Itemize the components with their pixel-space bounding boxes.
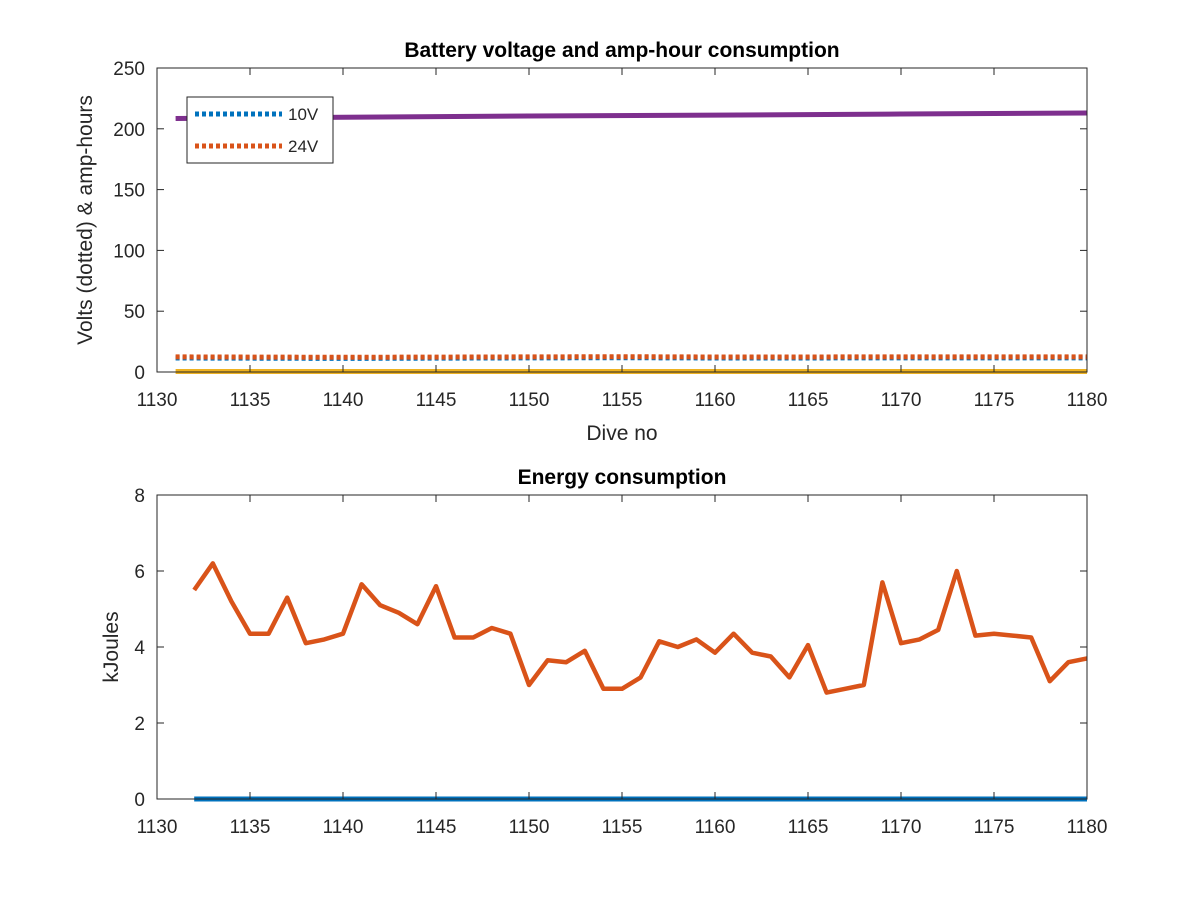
energy-x-tick-label: 1170 [881, 817, 922, 838]
battery-x-tick-label: 1170 [881, 390, 922, 411]
battery-x-tick-label: 1140 [323, 390, 364, 411]
battery-x-tick-label: 1145 [416, 390, 457, 411]
battery-x-tick-label: 1165 [788, 390, 829, 411]
energy-x-tick-label: 1150 [509, 817, 550, 838]
battery-legend: 10V 24V [186, 96, 334, 164]
battery-x-tick-label: 1180 [1067, 390, 1108, 411]
battery-ticks-layer: 1130 1135 1140 1145 1150 1155 1160 1165 1170 1175… [113, 59, 1107, 411]
battery-axes: 1130 1135 1140 1145 1150 1155 1160 1165 1170 1175… [74, 39, 1107, 445]
battery-y-tick-label: 200 [113, 120, 145, 141]
battery-y-tick-label: 100 [113, 241, 145, 262]
legend-label-10v: 10V [288, 105, 319, 124]
energy-x-tick-label: 1140 [323, 817, 364, 838]
energy-y-tick-label: 8 [134, 486, 145, 507]
battery-chart-title: Battery voltage and amp-hour consumption [404, 39, 839, 62]
energy-y-tick-label: 4 [134, 638, 145, 659]
legend-label-24v: 24V [288, 137, 319, 156]
battery-y-tick-label: 50 [124, 302, 145, 323]
energy-ticks-layer: 1130 1135 1140 1145 1150 1155 1160 1165 1170 1175… [134, 486, 1107, 838]
energy-x-tick-label: 1145 [416, 817, 457, 838]
legend-box [186, 96, 334, 164]
energy-x-tick-label: 1160 [695, 817, 736, 838]
energy-x-tick-label: 1175 [974, 817, 1015, 838]
energy-series-line-0 [192, 561, 1088, 695]
battery-x-tick-label: 1135 [230, 390, 271, 411]
energy-y-tick-label: 0 [134, 790, 145, 811]
battery-x-tick-label: 1130 [137, 390, 178, 411]
energy-axes: 1130 1135 1140 1145 1150 1155 1160 1165 1170 1175… [100, 466, 1107, 838]
battery-x-tick-label: 1160 [695, 390, 736, 411]
energy-x-tick-label: 1180 [1067, 817, 1108, 838]
battery-x-tick-label: 1155 [602, 390, 643, 411]
energy-y-tick-label: 2 [134, 714, 145, 735]
energy-x-tick-label: 1135 [230, 817, 271, 838]
energy-x-tick-label: 1165 [788, 817, 829, 838]
energy-y-tick-label: 6 [134, 562, 145, 583]
energy-y-axis-label: kJoules [100, 611, 123, 682]
energy-x-tick-label: 1130 [137, 817, 178, 838]
battery-x-tick-label: 1175 [974, 390, 1015, 411]
energy-x-tick-label: 1155 [602, 817, 643, 838]
battery-x-axis-label: Dive no [586, 422, 657, 445]
battery-y-axis-label: Volts (dotted) & amp-hours [74, 95, 97, 345]
battery-y-tick-label: 150 [113, 181, 145, 202]
battery-y-tick-label: 0 [134, 363, 145, 384]
energy-chart-title: Energy consumption [518, 466, 727, 489]
battery-y-tick-label: 250 [113, 59, 145, 80]
battery-x-tick-label: 1150 [509, 390, 550, 411]
